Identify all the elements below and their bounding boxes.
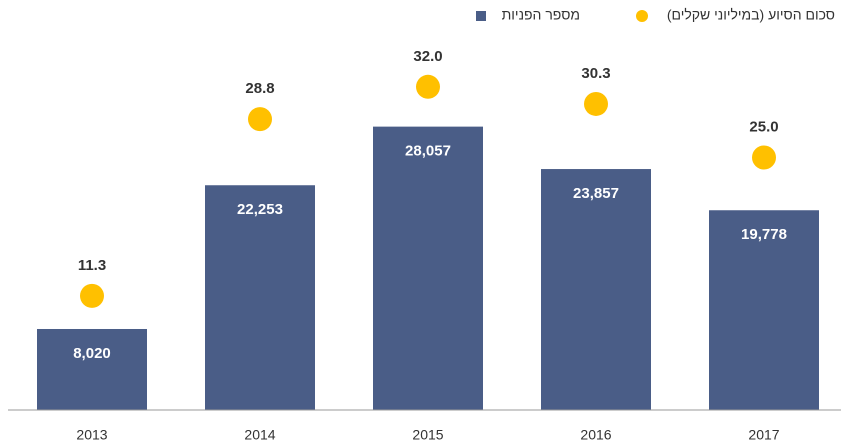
bar: [37, 328, 147, 410]
bar: [373, 126, 483, 410]
bar-value-label: 8,020: [73, 345, 111, 362]
legend-label: מספר הפניות: [502, 7, 580, 23]
bar: [709, 210, 819, 410]
x-tick-label: 2015: [412, 427, 443, 443]
dot-value-label: 30.3: [581, 65, 610, 82]
x-tick-label: 2016: [580, 427, 611, 443]
legend-label: סכום הסיוע (במיליוני שקלים): [667, 7, 835, 23]
bar-value-label: 19,778: [741, 226, 787, 243]
x-tick-label: 2013: [76, 427, 107, 443]
dot: [248, 107, 272, 132]
bar-value-label: 22,253: [237, 201, 283, 218]
dot-value-label: 32.0: [413, 48, 442, 65]
legend-swatch: [476, 11, 486, 21]
dot: [80, 283, 104, 308]
dot-value-label: 11.3: [78, 257, 106, 274]
dot-value-label: 28.8: [245, 80, 274, 97]
bar: [205, 185, 315, 410]
bar-value-label: 28,057: [405, 143, 451, 160]
dot: [584, 91, 608, 116]
dot: [416, 74, 440, 99]
bar: [541, 169, 651, 410]
x-tick-label: 2017: [748, 427, 779, 443]
bar-value-label: 23,857: [573, 185, 619, 202]
x-tick-label: 2014: [244, 427, 275, 443]
legend-swatch: [636, 10, 648, 22]
dot-value-label: 25.0: [749, 118, 778, 135]
dot: [752, 145, 776, 170]
